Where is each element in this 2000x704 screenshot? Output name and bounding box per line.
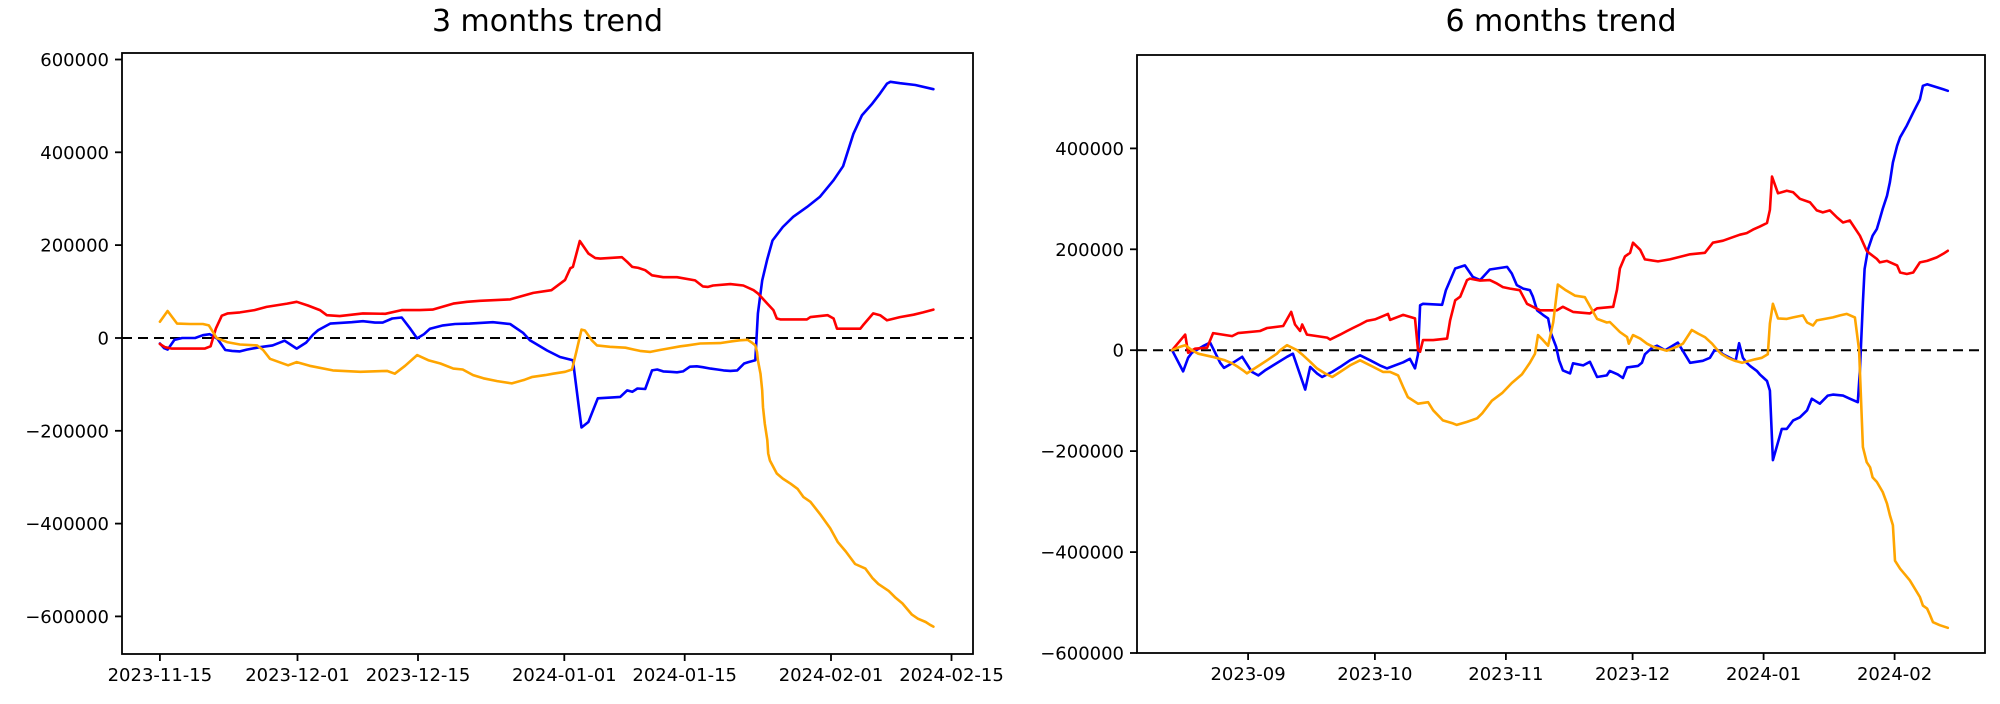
x-tick-label: 2024-02-15 — [899, 665, 1004, 686]
left-chart-title: 3 months trend — [431, 4, 664, 39]
x-tick-label: 2024-01-15 — [632, 665, 737, 686]
series-line-red — [158, 239, 935, 350]
x-tick-label: 2023-10 — [1337, 664, 1412, 685]
y-tick-label: −200000 — [25, 421, 109, 442]
x-tick-label: 2024-01-01 — [512, 665, 617, 686]
right-chart-title: 6 months trend — [1445, 4, 1677, 39]
axes-frame — [1136, 54, 1986, 654]
series-line-orange — [158, 309, 935, 628]
y-tick-label: −400000 — [25, 514, 109, 535]
y-tick-label: 600000 — [40, 50, 109, 71]
y-tick-label: 200000 — [1055, 240, 1124, 261]
x-tick-label: 2024-02 — [1857, 664, 1932, 685]
y-tick-label: 0 — [1113, 341, 1124, 362]
series-line-blue — [158, 80, 935, 429]
series-line-orange — [1170, 283, 1950, 630]
y-tick-label: −400000 — [1040, 543, 1124, 564]
x-tick-label: 2023-12 — [1595, 664, 1670, 685]
y-tick-label: −600000 — [25, 607, 109, 628]
y-tick-label: −200000 — [1040, 442, 1124, 463]
y-tick-label: 400000 — [1055, 139, 1124, 160]
series-line-blue — [1170, 83, 1950, 462]
y-tick-label: −600000 — [1040, 644, 1124, 665]
series-line-red — [1170, 175, 1950, 355]
y-tick-label: 200000 — [40, 236, 109, 257]
x-tick-label: 2023-11 — [1468, 664, 1543, 685]
x-tick-label: 2023-12-01 — [245, 665, 350, 686]
y-tick-label: 400000 — [40, 143, 109, 164]
x-tick-label: 2023-09 — [1210, 664, 1285, 685]
x-tick-label: 2024-01 — [1726, 664, 1801, 685]
x-tick-label: 2023-11-15 — [108, 665, 213, 686]
x-tick-label: 2023-12-15 — [366, 665, 471, 686]
x-tick-label: 2024-02-01 — [779, 665, 884, 686]
axes-frame — [121, 52, 974, 655]
y-tick-label: 0 — [98, 329, 109, 350]
